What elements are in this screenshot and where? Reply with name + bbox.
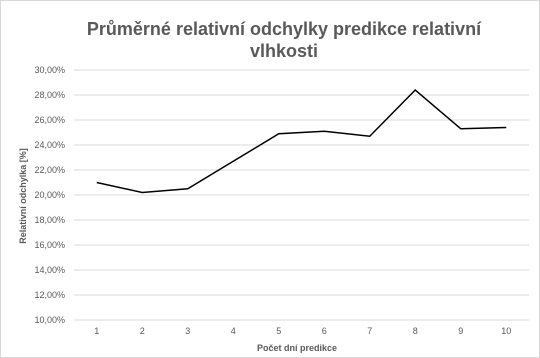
y-tick-label: 12,00% <box>34 290 65 300</box>
x-axis-label: Počet dní predikce <box>257 343 337 353</box>
y-tick-label: 22,00% <box>34 165 65 175</box>
x-tick-label: 10 <box>501 326 511 336</box>
x-tick-label: 1 <box>94 326 99 336</box>
x-tick-label: 8 <box>413 326 418 336</box>
y-tick-label: 24,00% <box>34 140 65 150</box>
x-tick-label: 9 <box>458 326 463 336</box>
x-tick-label: 5 <box>276 326 281 336</box>
y-tick-label: 20,00% <box>34 190 65 200</box>
y-tick-label: 10,00% <box>34 315 65 325</box>
y-tick-label: 14,00% <box>34 265 65 275</box>
x-tick-label: 3 <box>185 326 190 336</box>
x-tick-label: 2 <box>140 326 145 336</box>
x-tick-label: 6 <box>322 326 327 336</box>
x-axis-tick-labels: 1 2 3 4 5 6 7 8 9 10 <box>94 326 511 336</box>
x-tick-label: 4 <box>231 326 236 336</box>
chart-title-line-2: vlhkosti <box>250 41 318 61</box>
series-line <box>96 88 507 194</box>
series-lines <box>96 88 507 194</box>
y-tick-label: 18,00% <box>34 215 65 225</box>
y-tick-label: 26,00% <box>34 115 65 125</box>
y-tick-label: 30,00% <box>34 65 65 75</box>
gridlines <box>74 69 529 321</box>
y-tick-label: 28,00% <box>34 90 65 100</box>
x-tick-label: 7 <box>367 326 372 336</box>
y-axis-label: Relativní odchylka [%] <box>18 148 28 244</box>
chart-title-line-1: Průměrné relativní odchylky predikce rel… <box>87 19 482 39</box>
y-tick-label: 16,00% <box>34 240 65 250</box>
y-axis-tick-labels: 10,00% 12,00% 14,00% 16,00% 18,00% 20,00% 22,0… <box>34 65 65 325</box>
